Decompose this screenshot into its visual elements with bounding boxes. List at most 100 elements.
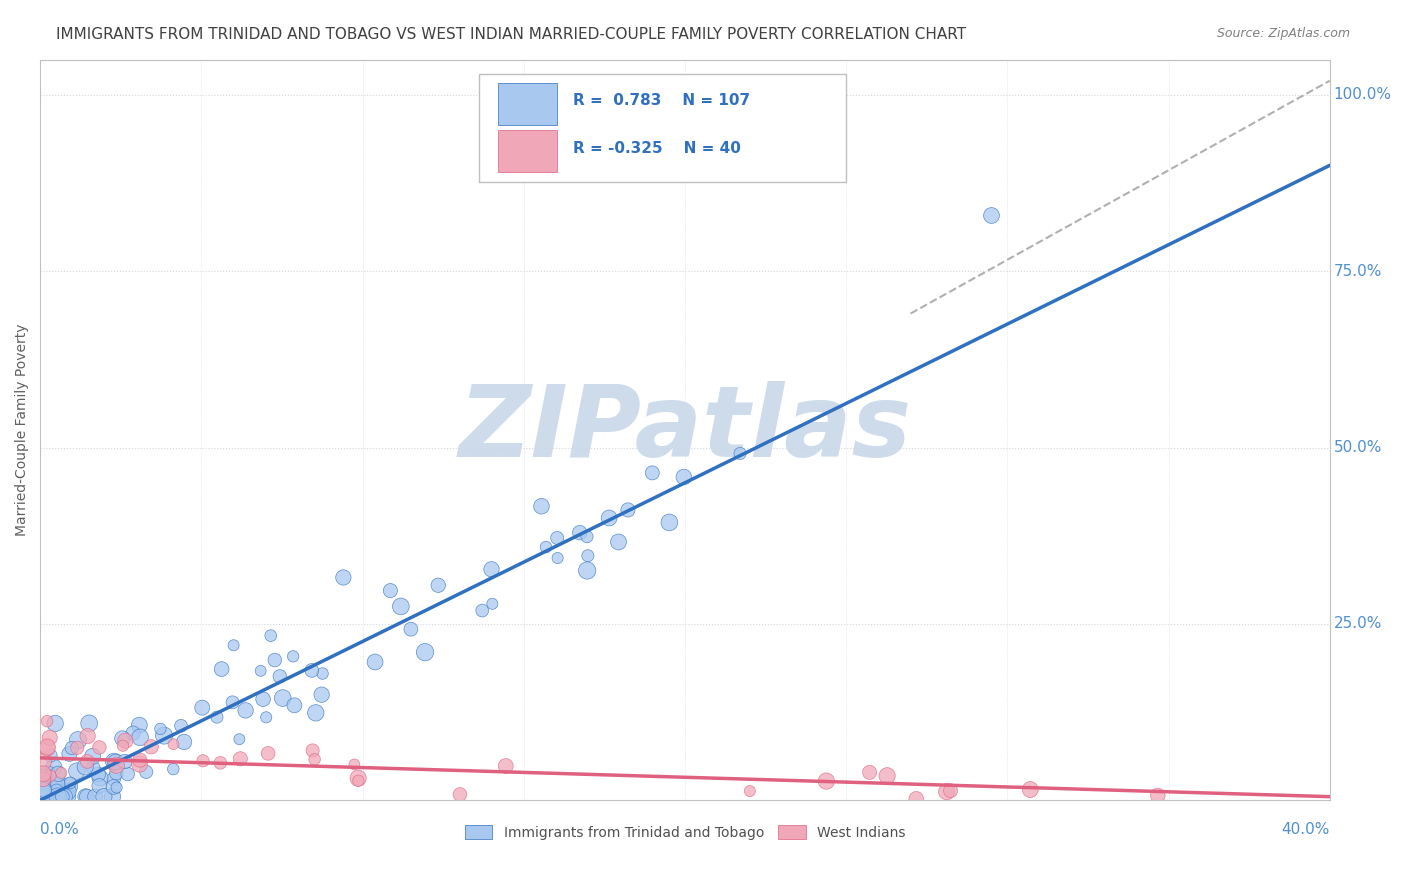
Point <box>471 603 494 617</box>
Point <box>311 688 333 702</box>
Text: R =  0.783    N = 107: R = 0.783 N = 107 <box>572 93 749 108</box>
Point <box>128 718 150 732</box>
Point <box>905 791 928 805</box>
Point <box>205 710 228 724</box>
Point <box>114 733 136 747</box>
Point <box>39 748 62 763</box>
Point <box>122 726 145 740</box>
Text: 25.0%: 25.0% <box>1334 616 1382 632</box>
Point <box>93 789 115 804</box>
Text: 75.0%: 75.0% <box>1334 264 1382 278</box>
Point <box>343 757 366 772</box>
Point <box>235 703 257 717</box>
Point <box>87 767 110 781</box>
Point <box>38 731 60 745</box>
Point <box>103 780 125 794</box>
Point <box>254 710 277 724</box>
Point <box>495 759 517 773</box>
Point <box>283 698 305 713</box>
Point <box>815 774 838 789</box>
Point <box>347 773 370 788</box>
Point <box>34 789 56 804</box>
Point <box>66 740 89 755</box>
Point <box>34 789 56 804</box>
Point <box>45 778 67 792</box>
Point <box>738 784 761 798</box>
Point <box>37 768 59 782</box>
Point <box>332 570 354 584</box>
Text: 50.0%: 50.0% <box>1334 440 1382 455</box>
Point <box>935 784 957 798</box>
Point <box>283 649 305 664</box>
Point <box>153 729 176 743</box>
Point <box>304 752 326 766</box>
Point <box>44 716 66 731</box>
Point <box>60 741 83 756</box>
Point <box>228 732 250 747</box>
Point <box>66 733 89 747</box>
Point <box>301 743 323 757</box>
Point <box>32 785 55 799</box>
Point <box>37 739 59 754</box>
Point <box>568 525 591 540</box>
Point <box>162 737 184 751</box>
Point <box>389 599 412 614</box>
Point <box>32 789 55 804</box>
Point <box>32 775 55 789</box>
Point <box>191 754 214 768</box>
Point <box>271 691 294 706</box>
Point <box>45 783 67 797</box>
Point <box>105 780 128 795</box>
Point <box>128 757 150 772</box>
Point <box>1019 782 1042 797</box>
Legend: Immigrants from Trinidad and Tobago, West Indians: Immigrants from Trinidad and Tobago, Wes… <box>460 819 911 845</box>
Point <box>75 789 97 804</box>
Point <box>269 669 291 683</box>
Point <box>104 755 127 769</box>
Point <box>32 789 55 804</box>
FancyBboxPatch shape <box>498 130 557 171</box>
Point <box>427 578 450 592</box>
Text: 100.0%: 100.0% <box>1334 87 1392 103</box>
Point <box>135 764 157 779</box>
Point <box>162 762 184 776</box>
Point <box>75 760 97 774</box>
Point <box>399 622 422 636</box>
Point <box>221 695 243 709</box>
Point <box>260 629 283 643</box>
Point <box>547 551 569 566</box>
Point <box>211 662 233 676</box>
Point <box>347 771 370 785</box>
Point <box>77 716 100 731</box>
Point <box>76 789 98 804</box>
Point <box>35 714 58 728</box>
FancyBboxPatch shape <box>478 74 846 182</box>
Point <box>876 769 898 783</box>
Point <box>32 783 55 797</box>
Point <box>101 789 124 804</box>
Point <box>46 767 69 781</box>
Point <box>728 446 751 460</box>
Point <box>89 740 111 755</box>
Point <box>249 664 271 678</box>
Point <box>53 789 76 804</box>
Text: R = -0.325    N = 40: R = -0.325 N = 40 <box>572 141 741 155</box>
Point <box>617 503 640 517</box>
Point <box>56 784 79 798</box>
Point <box>980 208 1002 222</box>
Point <box>103 755 125 769</box>
Text: Source: ZipAtlas.com: Source: ZipAtlas.com <box>1216 27 1350 40</box>
Point <box>939 783 962 797</box>
Point <box>222 638 245 652</box>
Point <box>32 766 55 780</box>
Point <box>82 749 104 764</box>
Point <box>173 735 195 749</box>
Point <box>76 729 98 743</box>
Point <box>141 739 163 754</box>
Text: 40.0%: 40.0% <box>1281 822 1330 838</box>
Point <box>481 562 503 576</box>
Point <box>598 511 620 525</box>
Point <box>66 764 89 778</box>
Point <box>191 700 214 714</box>
Point <box>364 655 387 669</box>
